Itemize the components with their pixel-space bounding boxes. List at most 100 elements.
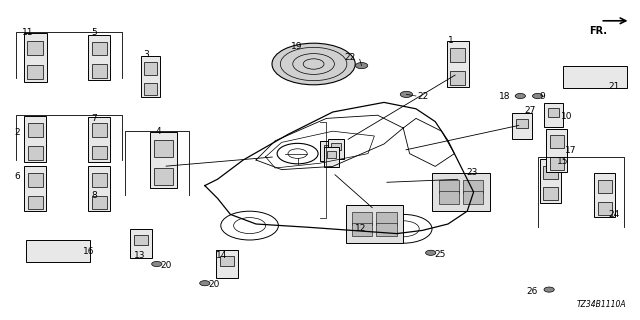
Text: 20: 20 xyxy=(208,280,220,289)
Bar xyxy=(143,62,157,75)
Bar xyxy=(321,141,336,161)
Bar xyxy=(88,35,110,80)
Circle shape xyxy=(426,250,436,255)
Text: 21: 21 xyxy=(608,82,620,91)
Circle shape xyxy=(532,93,543,99)
Bar xyxy=(324,147,339,167)
Bar xyxy=(220,256,234,266)
Bar xyxy=(352,223,372,236)
Circle shape xyxy=(200,281,210,286)
Text: 17: 17 xyxy=(564,146,576,155)
Text: 15: 15 xyxy=(557,157,568,166)
Bar xyxy=(376,223,397,236)
Bar xyxy=(28,123,43,137)
Bar xyxy=(544,103,563,127)
Bar xyxy=(327,151,336,158)
Text: 19: 19 xyxy=(291,42,303,51)
Bar xyxy=(432,173,490,211)
Bar xyxy=(511,114,532,140)
Text: 10: 10 xyxy=(561,112,573,121)
Text: 7: 7 xyxy=(92,114,97,123)
Bar xyxy=(540,159,561,203)
Circle shape xyxy=(544,287,554,292)
Bar xyxy=(27,65,44,79)
Bar xyxy=(376,212,397,225)
Text: 2: 2 xyxy=(14,128,20,137)
Text: 5: 5 xyxy=(92,28,97,36)
Text: TZ34B1110A: TZ34B1110A xyxy=(576,300,626,309)
Bar xyxy=(547,129,567,172)
Bar xyxy=(598,202,612,215)
Bar xyxy=(438,191,459,204)
Bar xyxy=(154,140,173,157)
Bar xyxy=(438,180,459,193)
Circle shape xyxy=(400,91,413,98)
Bar xyxy=(141,56,160,97)
Bar xyxy=(154,168,173,185)
Text: 3: 3 xyxy=(143,50,149,59)
Bar xyxy=(543,187,557,200)
Bar xyxy=(28,173,43,187)
Bar xyxy=(346,205,403,243)
Text: 22: 22 xyxy=(344,53,355,62)
Bar xyxy=(92,173,107,187)
Bar xyxy=(463,180,483,193)
Bar xyxy=(88,166,110,211)
Circle shape xyxy=(272,43,355,85)
Bar xyxy=(450,48,465,62)
Text: 8: 8 xyxy=(92,191,97,200)
Bar xyxy=(134,235,147,245)
Bar xyxy=(150,132,177,188)
Text: 9: 9 xyxy=(540,92,545,100)
Bar xyxy=(92,146,107,159)
Text: 20: 20 xyxy=(160,261,172,270)
Text: 25: 25 xyxy=(434,250,445,259)
Bar xyxy=(92,42,107,55)
Bar xyxy=(550,135,564,148)
Bar xyxy=(563,66,627,88)
Bar xyxy=(516,119,527,128)
Text: 1: 1 xyxy=(448,36,454,44)
Bar xyxy=(27,41,44,55)
Bar xyxy=(143,83,157,95)
Text: 6: 6 xyxy=(14,172,20,180)
Bar xyxy=(543,165,557,179)
Text: FR.: FR. xyxy=(589,26,607,36)
Bar xyxy=(92,64,107,78)
Text: 16: 16 xyxy=(83,247,95,256)
Bar xyxy=(24,166,46,211)
Bar xyxy=(598,180,612,193)
Text: 12: 12 xyxy=(355,224,367,233)
Bar xyxy=(332,143,340,150)
Bar xyxy=(352,212,372,225)
Bar xyxy=(88,117,110,162)
Bar xyxy=(450,71,465,85)
Bar xyxy=(324,146,333,153)
Bar xyxy=(24,116,46,162)
Text: 18: 18 xyxy=(499,92,511,100)
Text: 27: 27 xyxy=(525,106,536,115)
Bar xyxy=(447,41,468,87)
Text: 4: 4 xyxy=(156,127,161,136)
Text: 11: 11 xyxy=(22,28,34,36)
Bar xyxy=(28,196,43,209)
Bar xyxy=(28,146,43,160)
Bar xyxy=(548,108,559,117)
Bar xyxy=(550,157,564,170)
Bar xyxy=(595,173,615,217)
Bar xyxy=(463,191,483,204)
Bar xyxy=(92,124,107,137)
Circle shape xyxy=(355,62,368,69)
Text: 22: 22 xyxy=(417,92,429,100)
Text: 14: 14 xyxy=(216,252,228,260)
Bar xyxy=(216,250,238,278)
Bar xyxy=(130,229,152,258)
Circle shape xyxy=(515,93,525,99)
Circle shape xyxy=(152,261,162,267)
Bar xyxy=(92,196,107,209)
Text: 24: 24 xyxy=(608,210,620,219)
Text: 26: 26 xyxy=(526,287,538,296)
Bar xyxy=(24,33,47,82)
Bar xyxy=(328,139,344,159)
Text: 23: 23 xyxy=(466,168,477,177)
